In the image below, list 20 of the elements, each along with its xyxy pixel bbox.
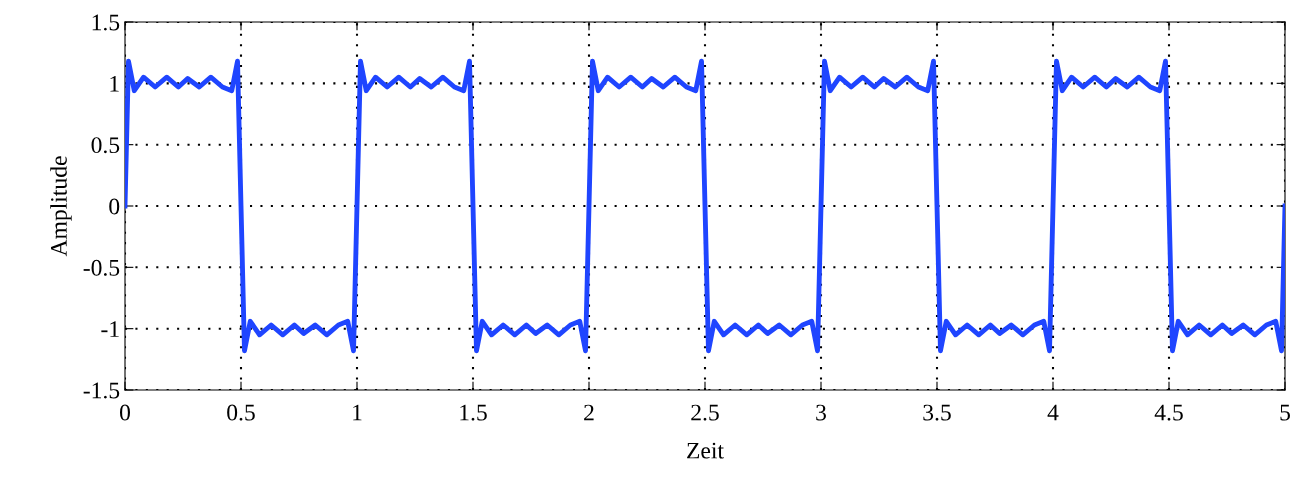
x-tick-label: 2 bbox=[584, 404, 594, 421]
x-tick-label: 2.5 bbox=[691, 404, 719, 421]
x-axis-title: Zeit bbox=[687, 442, 724, 459]
x-tick-label: 1.5 bbox=[460, 404, 487, 421]
y-tick-label: -1 bbox=[101, 321, 119, 337]
y-tick-label: 1 bbox=[110, 75, 119, 92]
x-tick-label: 1 bbox=[353, 404, 362, 421]
x-tick-label: 5 bbox=[1280, 404, 1290, 421]
y-tick-label: 1.5 bbox=[92, 14, 120, 31]
line-series bbox=[125, 58, 1285, 354]
y-tick-label: -1.5 bbox=[83, 382, 120, 399]
x-tick-label: 4.5 bbox=[1154, 404, 1183, 421]
x-tick-label: 4 bbox=[1047, 404, 1059, 421]
y-tick-label: 0 bbox=[109, 198, 120, 215]
y-tick-label: -0.5 bbox=[83, 259, 120, 276]
y-tick-label: 0.5 bbox=[91, 137, 120, 154]
x-tick-label: 3 bbox=[816, 404, 826, 421]
x-tick-label: 0.5 bbox=[227, 404, 255, 421]
y-axis-title: Amplitude bbox=[50, 156, 72, 257]
x-tick-label: 3.5 bbox=[923, 404, 951, 421]
